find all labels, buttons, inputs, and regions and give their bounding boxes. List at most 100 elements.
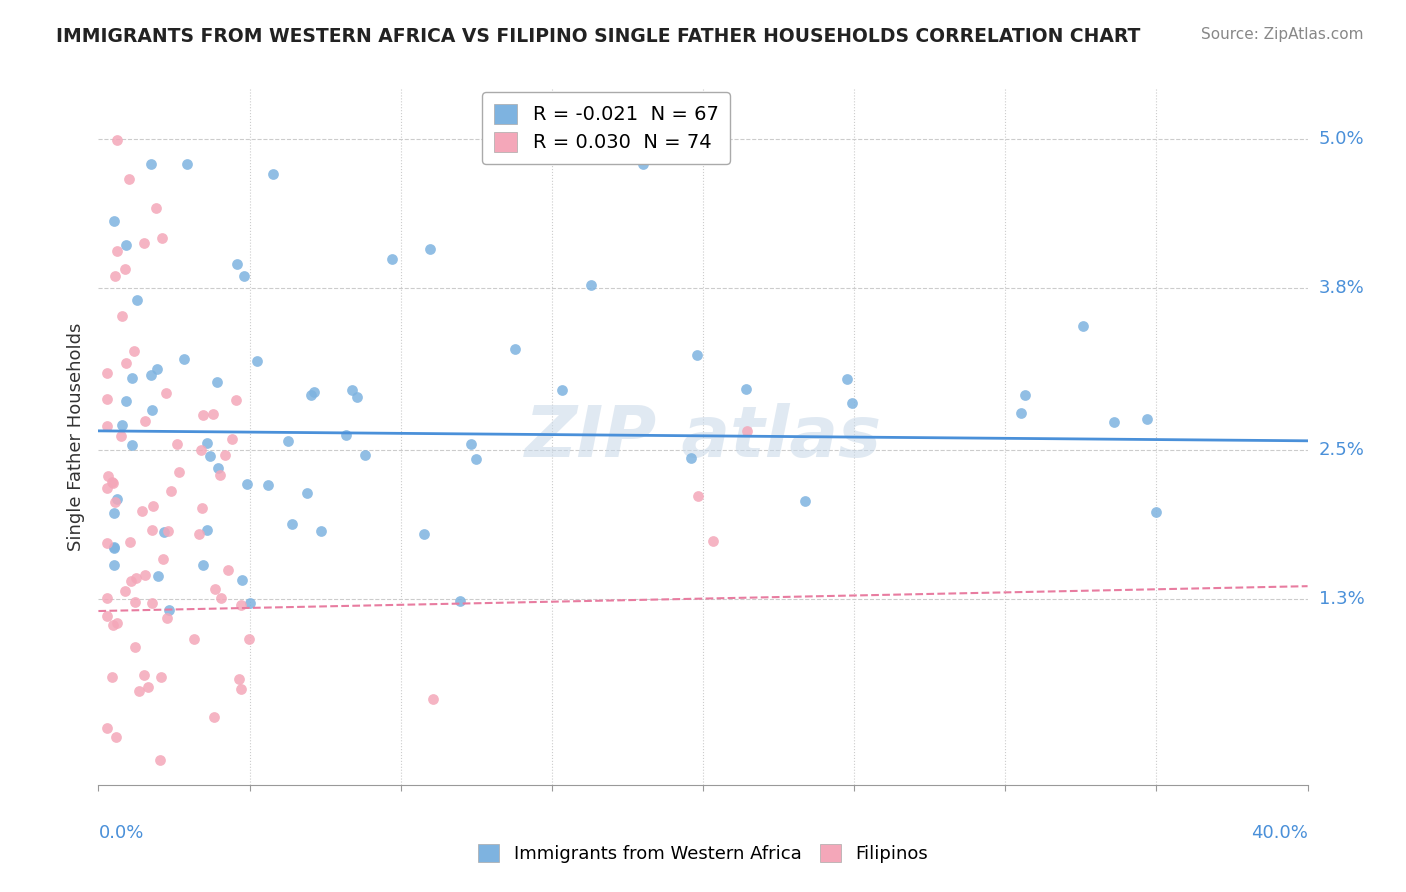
Point (419, 243, 441, 257)
Point (225, 392, 247, 407)
Point (173, 351, 195, 366)
Point (103, 558, 125, 573)
Point (134, 236, 156, 251)
Point (128, 683, 150, 698)
Text: 1.3%: 1.3% (1319, 590, 1364, 607)
Point (1010, 406, 1032, 420)
Point (96, 721, 118, 735)
Point (118, 172, 141, 186)
Point (97, 469, 120, 483)
Point (1071, 319, 1094, 334)
Point (132, 668, 155, 682)
Point (124, 595, 146, 609)
Y-axis label: Single Father Households: Single Father Households (66, 323, 84, 551)
Point (118, 534, 141, 549)
Point (125, 293, 148, 308)
Point (207, 461, 229, 475)
Point (104, 268, 127, 283)
Point (688, 489, 710, 503)
Point (115, 238, 138, 252)
Point (101, 475, 124, 489)
Point (96, 609, 118, 624)
Point (226, 257, 249, 271)
Point (229, 598, 252, 612)
Point (735, 424, 758, 438)
Point (103, 214, 125, 228)
Point (202, 710, 225, 724)
Text: IMMIGRANTS FROM WESTERN AFRICA VS FILIPINO SINGLE FATHER HOUSEHOLDS CORRELATION : IMMIGRANTS FROM WESTERN AFRICA VS FILIPI… (56, 27, 1140, 45)
Point (110, 418, 132, 433)
Point (191, 558, 214, 572)
Point (465, 451, 488, 466)
Point (96, 591, 118, 606)
Point (96, 366, 118, 380)
Point (422, 692, 444, 706)
Point (209, 467, 232, 482)
Point (231, 681, 253, 696)
Point (793, 494, 815, 508)
Point (354, 449, 377, 463)
Text: 3.8%: 3.8% (1319, 279, 1364, 297)
Point (110, 429, 132, 443)
Point (202, 407, 225, 421)
Point (232, 269, 254, 284)
Point (96, 392, 118, 406)
Point (262, 167, 284, 181)
Point (146, 569, 169, 583)
Point (299, 388, 322, 402)
Text: 40.0%: 40.0% (1251, 824, 1308, 842)
Point (1014, 388, 1036, 402)
Point (217, 563, 239, 577)
Point (152, 551, 174, 566)
Point (111, 309, 134, 323)
Point (124, 640, 146, 655)
Point (157, 524, 180, 539)
Text: Source: ZipAtlas.com: Source: ZipAtlas.com (1201, 27, 1364, 42)
Point (142, 499, 165, 513)
Point (297, 485, 319, 500)
Point (107, 133, 129, 147)
Point (153, 524, 176, 539)
Point (1104, 416, 1126, 430)
Point (114, 262, 136, 277)
Point (166, 437, 188, 451)
Point (138, 680, 160, 694)
Point (1136, 412, 1159, 426)
Point (221, 432, 243, 446)
Point (101, 618, 124, 632)
Point (101, 670, 124, 684)
Point (167, 465, 190, 479)
Point (1144, 505, 1167, 519)
Point (228, 673, 250, 687)
Point (277, 434, 299, 448)
Point (155, 386, 177, 401)
Point (105, 492, 128, 507)
Point (686, 348, 709, 362)
Point (96, 419, 118, 434)
Text: 0.0%: 0.0% (98, 824, 143, 842)
Point (835, 372, 858, 386)
Point (96, 536, 118, 550)
Point (96, 481, 118, 495)
Point (134, 568, 156, 582)
Point (311, 524, 333, 538)
Point (381, 252, 404, 266)
Point (679, 450, 702, 465)
Legend: Immigrants from Western Africa, Filipinos: Immigrants from Western Africa, Filipino… (467, 833, 939, 874)
Point (239, 596, 262, 610)
Point (134, 414, 156, 428)
Point (121, 438, 143, 452)
Point (114, 394, 136, 409)
Point (198, 449, 221, 463)
Point (103, 540, 125, 554)
Point (631, 157, 654, 171)
Point (702, 533, 724, 548)
Point (304, 385, 326, 400)
Point (236, 476, 259, 491)
Point (141, 597, 163, 611)
Point (257, 478, 280, 492)
Point (124, 343, 146, 358)
Point (195, 523, 218, 537)
Point (579, 277, 602, 292)
Point (131, 504, 153, 518)
